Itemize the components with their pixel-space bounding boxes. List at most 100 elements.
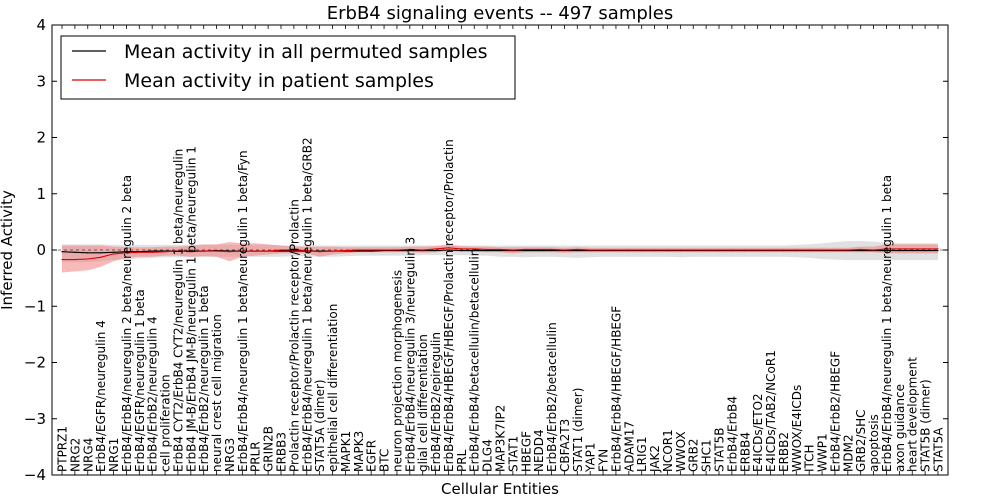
permuted-point	[885, 249, 888, 252]
patient-point	[138, 251, 140, 253]
y-tick-label: −2	[24, 354, 46, 372]
x-tick-label: ErbB4/ErbB4/HBEGF/HBEGF	[609, 306, 623, 472]
y-tick-label: 3	[36, 72, 46, 90]
patient-point	[190, 251, 192, 253]
x-tick-label: axon guidance	[893, 384, 907, 472]
x-tick-label: ErbB4/ErbB4/neuregulin 1 beta/neuregulin…	[880, 175, 894, 472]
patient-point	[937, 248, 939, 250]
permuted-point	[293, 250, 295, 252]
permuted-point	[61, 251, 63, 253]
x-tick-label: ErbB4/ErbB4/betacellulin/betacellulin	[468, 249, 482, 472]
patient-point	[357, 249, 359, 251]
permuted-point	[911, 249, 913, 252]
plot-frame	[51, 24, 949, 476]
patient-point	[280, 249, 282, 251]
x-tick-label: MDM2	[841, 434, 855, 472]
patient-point	[306, 249, 308, 252]
patient-point	[383, 249, 385, 251]
permuted-point	[486, 249, 488, 252]
x-tick-label: NRG2	[68, 438, 82, 472]
patient-point	[692, 249, 694, 251]
y-axis-label: Inferred Activity	[0, 190, 16, 310]
patient-point	[434, 248, 437, 250]
patient-point	[499, 248, 501, 251]
x-tick-label: ADAM17	[622, 421, 636, 472]
x-tick-label: WWOX/E4ICDs	[790, 385, 804, 472]
x-tick-label: ErbB4/ErbB4/neuregulin 3/neuregulin 3	[403, 237, 417, 472]
x-axis	[61, 25, 939, 475]
x-tick-label: NEDD4	[532, 429, 546, 472]
x-tick-label: HBEGF	[519, 431, 533, 472]
x-tick-label: E4ICDs/ETO2	[751, 393, 765, 472]
permuted-point	[74, 251, 76, 253]
permuted-point	[434, 249, 437, 252]
permuted-point	[280, 250, 282, 252]
x-tick-label: STAT5B (dimer)	[919, 379, 933, 472]
x-tick-label: apoptosis	[867, 414, 881, 472]
patient-point	[538, 248, 540, 251]
patient-point	[61, 258, 63, 261]
patient-point	[370, 249, 372, 251]
x-tick-label: ErbB4/ErbB2/neuregulin 4	[146, 316, 160, 472]
patient-point	[757, 249, 759, 251]
permuted-point	[473, 249, 475, 252]
patient-point	[396, 249, 398, 251]
patient-point	[203, 250, 205, 252]
x-tick-label: ErbB4/EGFR/neuregulin 1 beta	[133, 289, 147, 472]
patient-point	[589, 249, 591, 251]
patient-point	[267, 250, 269, 252]
permuted-point	[125, 251, 128, 253]
patient-point	[821, 249, 823, 251]
y-tick-label: 2	[36, 129, 46, 147]
x-tick-label: E4ICDs/TAB2/NCoR1	[764, 350, 778, 472]
permuted-point	[576, 249, 578, 252]
y-tick-label: 0	[36, 241, 46, 259]
x-tick-label: PRLR	[249, 441, 263, 472]
x-tick-label: STAT5A (dimer)	[313, 379, 327, 472]
patient-point	[525, 248, 527, 251]
x-tick-label: ErbB4 CYT2/ErbB4 CYT2/neuregulin 1 beta/…	[171, 149, 185, 472]
patient-point	[744, 249, 746, 251]
x-tick-label: glial cell differentiation	[416, 334, 430, 472]
x-tick-label: ErbB4 JM-B/ErbB4 JM-B/neuregulin 1 beta/…	[184, 146, 198, 472]
x-tick-label: neural crest cell migration	[210, 314, 224, 472]
legend-box	[60, 35, 516, 100]
patient-point	[718, 249, 720, 251]
patient-point	[602, 249, 604, 251]
permuted-point	[499, 249, 501, 252]
permuted-point	[100, 252, 102, 254]
permuted-point	[370, 250, 372, 252]
patient-point	[254, 250, 256, 252]
x-tick-label: ERBB2	[777, 432, 791, 472]
patient-point	[795, 249, 797, 251]
legend: Mean activity in all permuted samples Me…	[60, 35, 516, 100]
patient-point	[666, 249, 669, 251]
patient-point	[705, 249, 707, 251]
x-tick-label: PTPRZ1	[56, 426, 70, 472]
permuted-point	[447, 249, 450, 251]
permuted-point	[937, 249, 939, 252]
x-tick-label: ErbB4/ErbB2/HBEGF	[828, 351, 842, 472]
x-tick-label: ERBB3	[275, 432, 289, 472]
patient-point	[847, 249, 849, 251]
x-tick-label: neuron projection morphogenesis	[390, 270, 404, 472]
x-tick-label: WWP1	[816, 433, 830, 472]
x-tick-label: YAP1	[584, 443, 598, 473]
patient-point	[460, 248, 462, 250]
x-axis-label: Cellular Entities	[441, 480, 559, 498]
patient-point	[447, 247, 450, 249]
permuted-point	[860, 249, 862, 252]
patient-point	[344, 249, 347, 252]
patient-point	[653, 249, 656, 251]
y-tick-label: 4	[36, 16, 46, 34]
x-tick-label: ErbB4/ErbB4/neuregulin 1 beta/neuregulin…	[300, 137, 314, 472]
x-tick-label: ErbB4/ErbB2/betacellulin	[545, 322, 559, 472]
x-tick-label: ERBB4	[738, 432, 752, 472]
x-tick-label: ErbB4/ErbB4/neuregulin 2 beta/neuregulin…	[120, 175, 134, 472]
patient-point	[87, 258, 89, 260]
x-tick-label: LRIG1	[635, 437, 649, 473]
patient-point	[177, 250, 179, 252]
x-tick-label: STAT5B	[713, 428, 727, 473]
